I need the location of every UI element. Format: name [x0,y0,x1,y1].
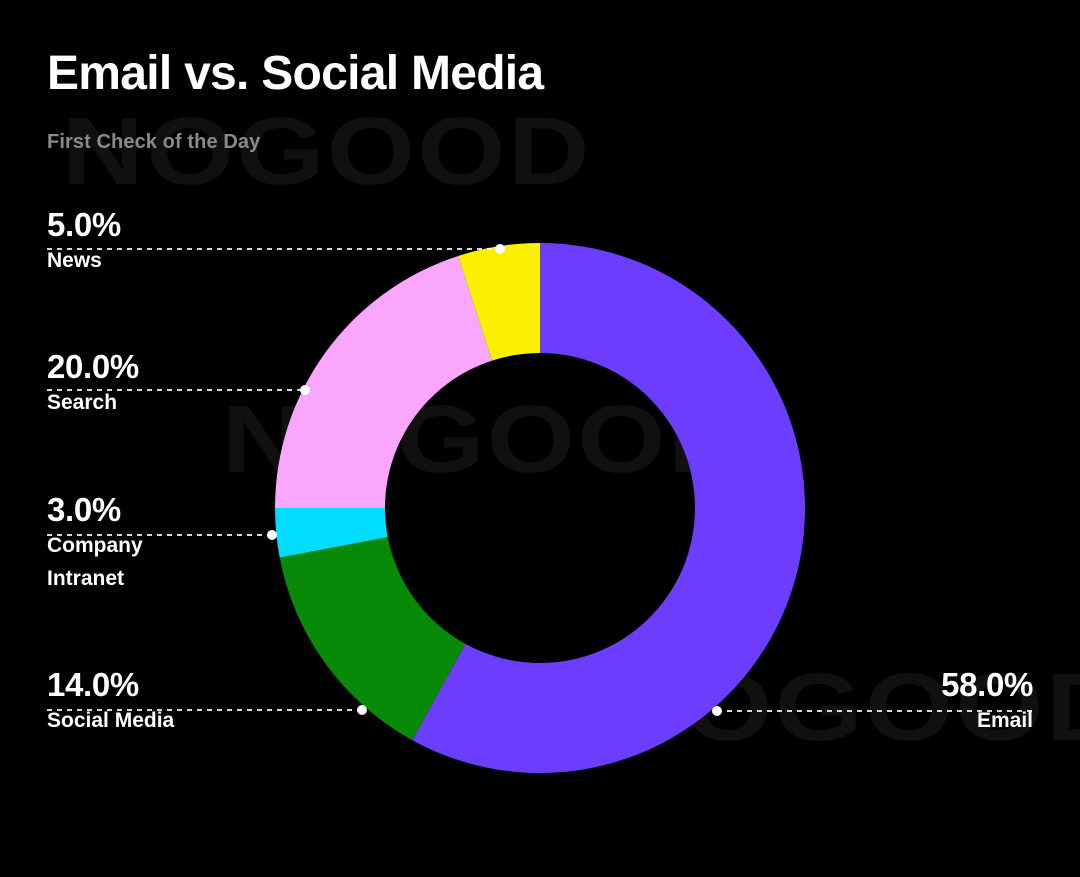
callout-search-label: Search [47,391,118,414]
callout-search-value: 20.0% [47,348,139,385]
leader-dot-news [495,244,505,254]
callout-social-media: 14.0% Social Media [47,668,174,734]
chart-title: Email vs. Social Media [47,47,544,100]
callout-social-media-value: 14.0% [47,666,139,703]
leader-dot-company-intranet [267,530,277,540]
donut-slice-company-intranet[interactable] [275,508,388,558]
callout-company-intranet-value: 3.0% [47,491,121,528]
callout-company-intranet-label-line2: Intranet [47,566,125,590]
callout-search: 20.0% Search [47,350,139,416]
leader-dot-social-media [357,705,367,715]
chart-subtitle: First Check of the Day [47,131,261,153]
nogood-watermark: NOGOOD [62,98,592,205]
callout-news: 5.0% News [47,208,121,274]
callout-news-label: News [47,249,102,272]
callout-email-label: Email [976,709,1033,732]
nogood-watermark: NOGOOD [222,386,752,493]
callout-company-intranet: 3.0% Company Intranet [47,493,143,592]
callout-email: 58.0% Email [941,668,1033,734]
callout-email-value: 58.0% [941,666,1033,703]
callout-news-value: 5.0% [47,206,121,243]
callout-company-intranet-label-line1: Company [47,534,143,557]
donut-slice-news[interactable] [458,243,540,361]
callout-social-media-label: Social Media [47,709,175,732]
donut-slice-social-media[interactable] [279,537,466,741]
